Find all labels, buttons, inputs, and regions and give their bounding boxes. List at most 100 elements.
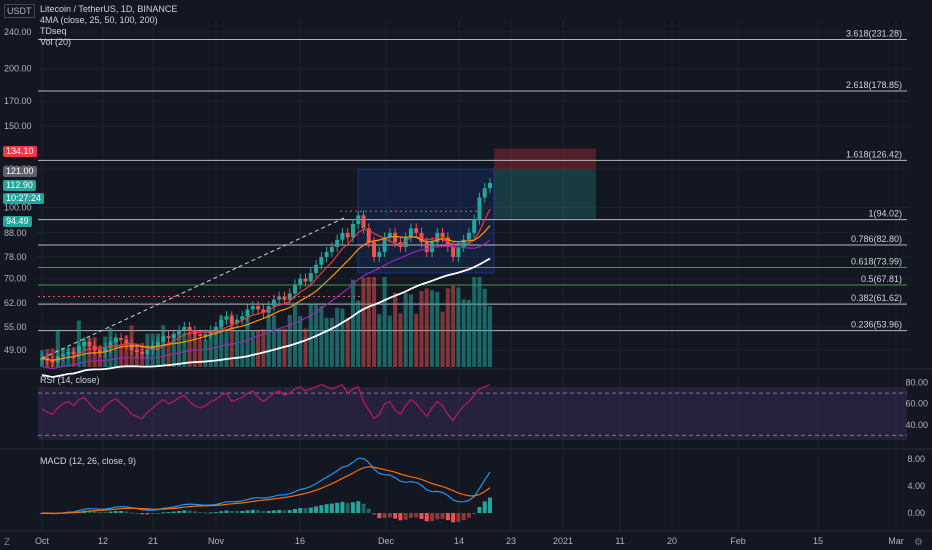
macd-histogram-bar bbox=[403, 513, 408, 520]
candle-body bbox=[219, 319, 224, 327]
rsi-legend: RSI (14, close) bbox=[40, 375, 100, 385]
macd-histogram-bar bbox=[435, 513, 440, 520]
settings-icon[interactable]: ⚙ bbox=[914, 537, 923, 548]
candle-body bbox=[424, 242, 429, 252]
macd-histogram-bar bbox=[155, 513, 160, 515]
volume-bar bbox=[245, 315, 250, 367]
macd-histogram-bar bbox=[387, 513, 392, 518]
legend-td: TDseq bbox=[40, 26, 67, 36]
y-tick-label: 150.00 bbox=[4, 121, 32, 131]
macd-histogram-bar bbox=[245, 510, 250, 514]
x-tick-label: 21 bbox=[148, 536, 158, 546]
volume-bar bbox=[372, 277, 377, 367]
zoom-icon[interactable]: Z bbox=[4, 537, 11, 548]
x-tick-label: 2021 bbox=[553, 536, 573, 546]
ma-line-ma200 bbox=[41, 257, 491, 379]
macd-histogram-bar bbox=[303, 508, 308, 514]
volume-bar bbox=[266, 314, 271, 367]
macd-histogram-bar bbox=[372, 513, 377, 515]
candle-body bbox=[440, 232, 445, 238]
x-tick-label: 20 bbox=[667, 536, 677, 546]
fib-level-label: 0.5(67.81) bbox=[861, 274, 902, 284]
volume-bar bbox=[324, 317, 329, 367]
rsi-line bbox=[41, 383, 491, 422]
fib-level-label: 0.382(61.62) bbox=[851, 293, 902, 303]
macd-histogram-bar bbox=[298, 507, 303, 514]
y-tick-label: 55.00 bbox=[4, 322, 27, 332]
candle-body bbox=[356, 215, 361, 224]
candle-body bbox=[393, 232, 398, 243]
volume-bar bbox=[261, 329, 266, 367]
volume-bar bbox=[229, 314, 234, 367]
macd-histogram-bar bbox=[292, 509, 297, 514]
candle-body bbox=[472, 219, 477, 233]
macd-histogram-bar bbox=[140, 513, 145, 515]
volume-bar bbox=[303, 328, 308, 367]
currency-badge[interactable]: USDT bbox=[4, 4, 35, 18]
macd-histogram-bar bbox=[398, 513, 403, 521]
fib-level-label: 1(94.02) bbox=[868, 209, 902, 219]
fib-level-label: 2.618(178.85) bbox=[846, 80, 902, 90]
candle-body bbox=[329, 246, 334, 252]
volume-bar bbox=[408, 294, 413, 367]
macd-histogram-bar bbox=[335, 502, 340, 514]
macd-histogram-bar bbox=[440, 513, 445, 519]
volume-bar bbox=[440, 311, 445, 367]
volume-bar bbox=[271, 315, 276, 367]
volume-bar bbox=[393, 292, 398, 367]
macd-histogram-bar bbox=[177, 510, 182, 514]
y-tick-label: 49.00 bbox=[4, 345, 27, 355]
macd-histogram-bar bbox=[134, 513, 139, 515]
volume-bar bbox=[287, 314, 292, 367]
candle-body bbox=[271, 299, 276, 307]
volume-bar bbox=[451, 285, 456, 367]
macd-histogram-bar bbox=[250, 509, 255, 514]
candle-body bbox=[119, 338, 124, 341]
volume-bar bbox=[377, 314, 382, 367]
rsi-tick-label: 60.00 bbox=[905, 399, 928, 409]
volume-bar bbox=[308, 303, 313, 367]
macd-histogram-bar bbox=[356, 501, 361, 514]
price-tag: 10:27:24 bbox=[3, 193, 45, 204]
candle-body bbox=[456, 246, 461, 257]
macd-histogram-bar bbox=[261, 510, 266, 514]
macd-histogram-bar bbox=[282, 510, 287, 514]
volume-bar bbox=[340, 308, 345, 367]
macd-histogram-bar bbox=[182, 510, 187, 514]
macd-histogram-bar bbox=[472, 513, 477, 515]
volume-bar bbox=[461, 299, 466, 367]
macd-histogram-bar bbox=[445, 513, 450, 521]
candle-body bbox=[213, 326, 218, 331]
ma-line-ma100 bbox=[41, 239, 491, 370]
macd-line bbox=[41, 457, 491, 515]
macd-histogram-bar bbox=[198, 512, 203, 514]
volume-bar bbox=[430, 290, 435, 367]
volume-bar bbox=[292, 302, 297, 367]
macd-histogram-bar bbox=[277, 509, 282, 514]
candle-body bbox=[340, 232, 345, 240]
candle-body bbox=[430, 242, 435, 252]
volume-bar bbox=[282, 328, 287, 367]
y-tick-label: 78.00 bbox=[4, 252, 27, 262]
macd-histogram-bar bbox=[166, 512, 171, 514]
macd-histogram-bar bbox=[366, 508, 371, 514]
x-tick-label: 16 bbox=[295, 536, 305, 546]
volume-bar bbox=[203, 339, 208, 367]
macd-histogram-bar bbox=[229, 511, 234, 514]
candle-body bbox=[161, 336, 166, 342]
candle-body bbox=[150, 345, 155, 350]
candle-body bbox=[482, 188, 487, 198]
x-tick-label: Mar bbox=[888, 536, 904, 546]
rsi-tick-label: 40.00 bbox=[905, 420, 928, 430]
candle-body bbox=[303, 278, 308, 282]
y-tick-label: 88.00 bbox=[4, 228, 27, 238]
macd-histogram-bar bbox=[240, 511, 245, 514]
candle-body bbox=[61, 354, 66, 357]
y-tick-label: 62.00 bbox=[4, 298, 27, 308]
macd-histogram-bar bbox=[208, 512, 213, 514]
volume-bar bbox=[198, 339, 203, 367]
candle-body bbox=[171, 334, 176, 339]
candle-body bbox=[187, 326, 192, 331]
price-tag: 94.49 bbox=[3, 215, 32, 227]
